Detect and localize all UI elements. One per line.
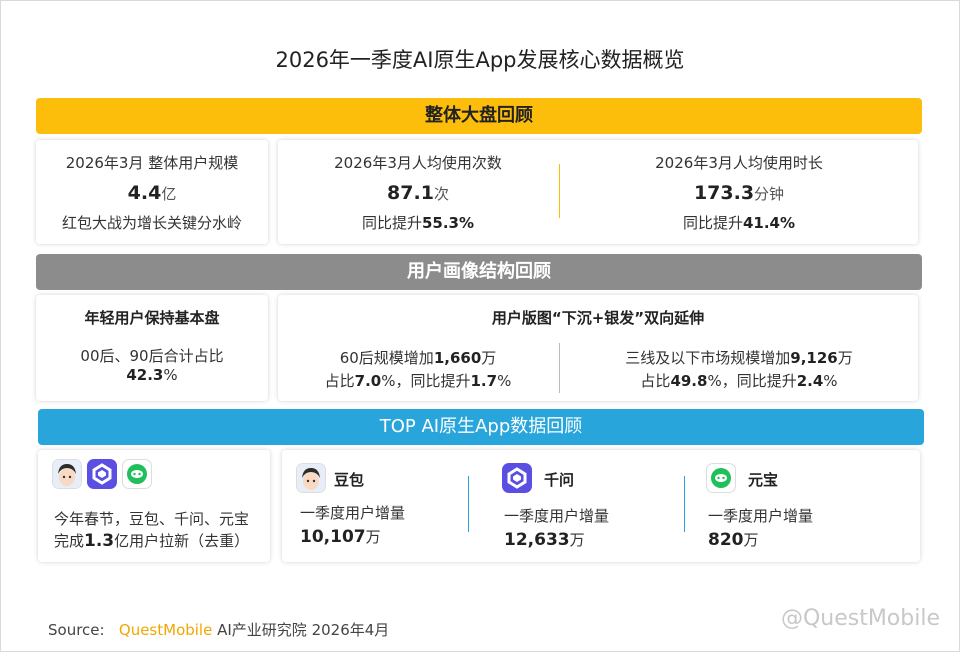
summary-line2: 完成1.3亿用户拉新（去重） xyxy=(54,530,249,551)
yuanbao-unit: 万 xyxy=(743,531,759,549)
summary-p2: 完成 xyxy=(54,532,85,550)
qianwen-unit: 万 xyxy=(569,531,585,549)
qianwen-icon xyxy=(87,459,117,489)
young-pct: % xyxy=(163,366,178,384)
sixty-u1: 万 xyxy=(481,349,497,367)
duration-note: 同比提升41.4% xyxy=(560,212,918,233)
expand-card: 用户版图“下沉+银发”双向延伸 60后规模增加1,660万 占比7.0%，同比提… xyxy=(278,295,918,401)
times-label: 2026年3月人均使用次数 xyxy=(334,154,502,172)
lower-v1: 9,126 xyxy=(790,349,838,367)
watermark: @QuestMobile xyxy=(780,606,940,631)
users-card: 2026年3月 整体用户规模 4.4亿 红包大战为增长关键分水岭 xyxy=(36,140,268,244)
expand-divider xyxy=(559,343,560,393)
lower-u1: 万 xyxy=(837,349,853,367)
app-value-yuanbao: 820万 xyxy=(708,529,759,550)
sixty-v2: 7.0 xyxy=(354,372,382,390)
yuanbao-value: 820 xyxy=(708,530,744,550)
sixty-p1: 60后规模增加 xyxy=(339,349,434,367)
doubao-unit: 万 xyxy=(365,528,381,546)
profile-banner: 用户画像结构回顾 xyxy=(36,254,922,290)
young-value: 42.3% xyxy=(36,366,268,384)
apps-divider-2 xyxy=(684,476,685,532)
users-number: 4.4 xyxy=(127,182,162,204)
usage-card: 2026年3月人均使用次数 87.1次 同比提升55.3% 2026年3月人均使… xyxy=(278,140,918,244)
lower-p2: 占比 xyxy=(640,372,671,390)
times-note-prefix: 同比提升 xyxy=(361,214,422,232)
source-prefix: Source: xyxy=(48,621,105,639)
qianwen-value: 12,633 xyxy=(504,530,570,550)
sixty-s3: % xyxy=(497,372,512,390)
times-note-value: 55.3% xyxy=(421,214,475,232)
young-line1: 00后、90后合计占比 xyxy=(80,347,224,365)
sixty-line2: 占比7.0%，同比提升1.7% xyxy=(278,370,558,391)
apps-divider-1 xyxy=(468,476,469,532)
lower-s3: % xyxy=(823,372,838,390)
duration-number: 173.3 xyxy=(693,182,755,204)
duration-note-prefix: 同比提升 xyxy=(682,214,743,232)
app-value-doubao: 10,107万 xyxy=(300,526,381,547)
doubao-value: 10,107 xyxy=(300,527,366,547)
app-label-doubao: 一季度用户增量 xyxy=(300,504,406,522)
users-unit: 亿 xyxy=(161,185,177,203)
app-label-yuanbao: 一季度用户增量 xyxy=(708,507,814,525)
source-line: Source: QuestMobile AI产业研究院 2026年4月 xyxy=(48,619,389,640)
young-card: 年轻用户保持基本盘 00后、90后合计占比 42.3% xyxy=(36,295,268,401)
lower-v3: 2.4 xyxy=(796,372,824,390)
yuanbao-icon xyxy=(122,459,152,489)
qianwen-app-icon xyxy=(502,463,532,493)
expand-title: 用户版图“下沉+银发”双向延伸 xyxy=(491,309,705,327)
users-label: 2026年3月 整体用户规模 xyxy=(65,154,239,172)
lower-line1: 三线及以下市场规模增加9,126万 xyxy=(560,347,918,368)
sixty-s2: %，同比提升 xyxy=(381,372,471,390)
users-value: 4.4亿 xyxy=(36,182,268,204)
users-note: 红包大战为增长关键分水岭 xyxy=(61,214,242,232)
page-title: 2026年一季度AI原生App发展核心数据概览 xyxy=(275,48,685,72)
usage-divider xyxy=(559,164,560,218)
yuanbao-app-icon xyxy=(706,463,736,493)
summary-v2: 1.3 xyxy=(84,531,115,551)
lower-v2: 49.8 xyxy=(670,372,708,390)
app-name-yuanbao: 元宝 xyxy=(748,471,779,489)
doubao-app-icon xyxy=(296,463,326,493)
lower-line2: 占比49.8%，同比提升2.4% xyxy=(560,370,918,391)
overall-banner: 整体大盘回顾 xyxy=(36,98,922,134)
duration-label: 2026年3月人均使用时长 xyxy=(655,154,823,172)
sixty-line1: 60后规模增加1,660万 xyxy=(278,347,558,368)
young-title: 年轻用户保持基本盘 xyxy=(84,309,220,327)
app-name-doubao: 豆包 xyxy=(334,471,365,489)
doubao-icon xyxy=(52,459,82,489)
source-rest: AI产业研究院 2026年4月 xyxy=(212,621,390,639)
young-number: 42.3 xyxy=(126,366,164,384)
app-label-qianwen: 一季度用户增量 xyxy=(504,507,610,525)
apps-card: 豆包 一季度用户增量 10,107万 千问 一季度用户增量 12,633万 元宝… xyxy=(282,450,920,562)
duration-note-value: 41.4% xyxy=(742,214,796,232)
sixty-v3: 1.7 xyxy=(470,372,498,390)
source-brand: QuestMobile xyxy=(118,621,213,639)
top-banner: TOP AI原生App数据回顾 xyxy=(38,409,924,445)
summary-line1: 今年春节，豆包、千问、元宝 xyxy=(54,510,250,528)
lower-s2: %，同比提升 xyxy=(707,372,797,390)
times-unit: 次 xyxy=(433,185,449,203)
lower-p1: 三线及以下市场规模增加 xyxy=(625,349,791,367)
summary-card: 今年春节，豆包、千问、元宝 完成1.3亿用户拉新（去重） xyxy=(38,450,270,562)
duration-unit: 分钟 xyxy=(754,185,785,203)
sixty-p2: 占比 xyxy=(324,372,355,390)
summary-s2: 亿用户拉新（去重） xyxy=(114,532,250,550)
duration-value: 173.3分钟 xyxy=(560,182,918,204)
times-note: 同比提升55.3% xyxy=(278,212,558,233)
times-value: 87.1次 xyxy=(278,182,558,204)
app-name-qianwen: 千问 xyxy=(544,471,575,489)
app-value-qianwen: 12,633万 xyxy=(504,529,585,550)
sixty-v1: 1,660 xyxy=(433,349,482,367)
times-number: 87.1 xyxy=(387,182,434,204)
